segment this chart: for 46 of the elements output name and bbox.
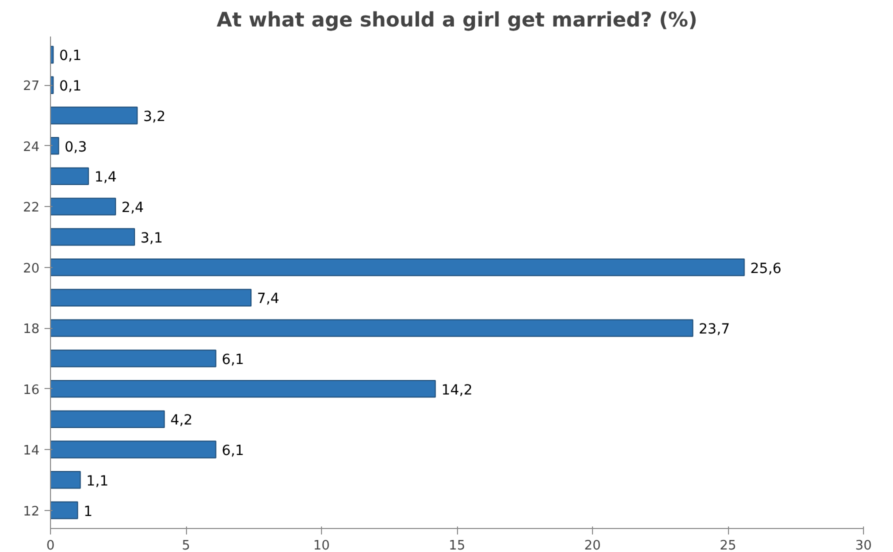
x-tick-label: 5 — [182, 538, 190, 552]
x-tick-label: 30 — [855, 538, 872, 552]
data-label: 3,1 — [140, 230, 163, 246]
bar — [50, 106, 138, 124]
x-tick-label: 20 — [584, 538, 601, 552]
y-tick-label: 12 — [22, 504, 40, 520]
x-tick-label: 0 — [46, 538, 55, 552]
x-tick-label: 25 — [720, 538, 736, 552]
x-tick-label: 10 — [313, 538, 330, 552]
data-label: 7,4 — [257, 291, 280, 308]
bar — [50, 380, 436, 398]
data-label: 0,1 — [59, 48, 82, 64]
y-tick-label: 16 — [22, 382, 40, 398]
y-tick-label: 14 — [22, 444, 40, 459]
data-label: 14,2 — [441, 382, 472, 398]
bar — [50, 410, 165, 428]
y-tick-label: 20 — [22, 261, 40, 276]
data-label: 23,7 — [698, 322, 730, 338]
data-label: 3,2 — [143, 108, 166, 125]
bar — [50, 319, 694, 337]
data-label: 0,1 — [59, 78, 82, 95]
data-label: 2,4 — [122, 200, 144, 216]
data-label: 6,1 — [222, 443, 244, 460]
x-tick-label: 15 — [448, 538, 466, 552]
bar — [50, 471, 81, 489]
y-tick-label: 27 — [22, 79, 40, 94]
data-label: 25,6 — [750, 260, 782, 277]
y-tick-label: 24 — [22, 140, 40, 155]
chart-title: At what age should a girl get married? (%) — [216, 8, 698, 32]
data-label: 0,3 — [64, 139, 87, 156]
bar — [50, 440, 216, 458]
y-tick-label: 22 — [22, 200, 40, 216]
bar — [50, 167, 89, 186]
data-label: 1,1 — [86, 473, 109, 490]
bar — [50, 136, 60, 155]
bar — [50, 198, 116, 216]
data-label: 6,1 — [222, 352, 244, 368]
data-label: 4,2 — [170, 412, 193, 429]
y-tick-label: 18 — [22, 322, 40, 338]
bar — [50, 258, 745, 276]
data-label: 1 — [84, 504, 93, 520]
bar — [50, 288, 252, 307]
data-label: 1,4 — [94, 170, 117, 186]
bar — [50, 228, 136, 246]
bar — [50, 501, 78, 520]
bar — [50, 350, 216, 368]
